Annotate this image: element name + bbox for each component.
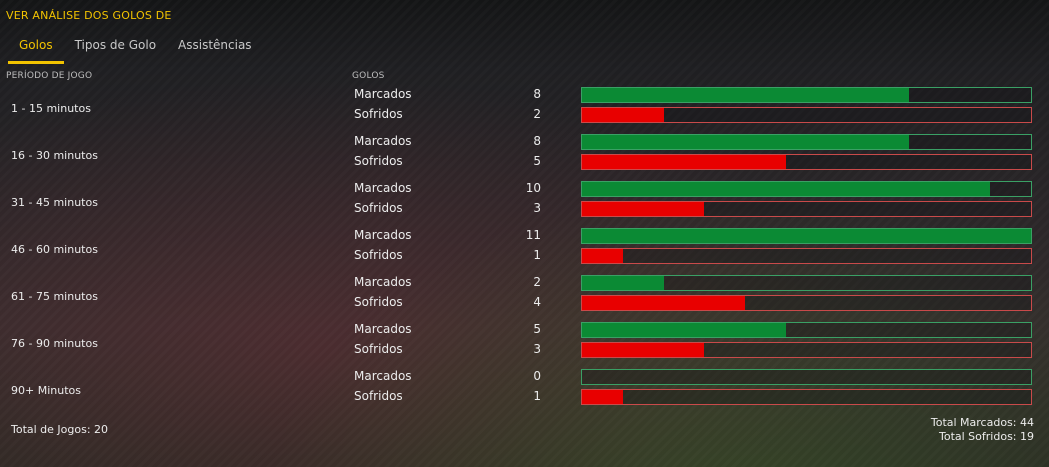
scored-value: 0	[533, 369, 541, 383]
conceded-bar	[582, 296, 745, 310]
scored-label: Marcados	[354, 181, 412, 195]
scored-bar	[582, 323, 786, 337]
period-label: 46 - 60 minutos	[11, 243, 98, 256]
tab-golos[interactable]: Golos	[8, 38, 64, 64]
scored-bar	[582, 229, 1031, 243]
conceded-value: 5	[533, 154, 541, 168]
scored-value: 8	[533, 87, 541, 101]
conceded-bar-track	[581, 201, 1032, 217]
conceded-label: Sofridos	[354, 154, 403, 168]
conceded-bar	[582, 202, 704, 216]
conceded-value: 3	[533, 342, 541, 356]
conceded-label: Sofridos	[354, 342, 403, 356]
conceded-bar-track	[581, 248, 1032, 264]
period-label: 1 - 15 minutos	[11, 102, 91, 115]
scored-bar-track	[581, 87, 1032, 103]
conceded-value: 4	[533, 295, 541, 309]
conceded-label: Sofridos	[354, 295, 403, 309]
scored-label: Marcados	[354, 87, 412, 101]
page-title: VER ANÁLISE DOS GOLOS DE	[6, 9, 172, 22]
period-label: 61 - 75 minutos	[11, 290, 98, 303]
conceded-bar	[582, 155, 786, 169]
conceded-value: 3	[533, 201, 541, 215]
conceded-label: Sofridos	[354, 107, 403, 121]
period-label: 16 - 30 minutos	[11, 149, 98, 162]
scored-label: Marcados	[354, 134, 412, 148]
totals-summary: Total Marcados: 44 Total Sofridos: 19	[931, 416, 1034, 444]
scored-bar-track	[581, 228, 1032, 244]
period-label: 31 - 45 minutos	[11, 196, 98, 209]
conceded-label: Sofridos	[354, 248, 403, 262]
scored-value: 2	[533, 275, 541, 289]
conceded-bar	[582, 249, 623, 263]
conceded-bar-track	[581, 389, 1032, 405]
scored-label: Marcados	[354, 228, 412, 242]
total-games: Total de Jogos: 20	[11, 423, 109, 436]
scored-bar-track	[581, 275, 1032, 291]
scored-label: Marcados	[354, 322, 412, 336]
conceded-label: Sofridos	[354, 389, 403, 403]
tab-bar: Golos Tipos de Golo Assistências	[8, 38, 263, 64]
total-conceded: Total Sofridos: 19	[939, 430, 1034, 443]
conceded-value: 1	[533, 248, 541, 262]
conceded-bar	[582, 343, 704, 357]
scored-bar-track	[581, 322, 1032, 338]
scored-bar	[582, 276, 664, 290]
conceded-bar-track	[581, 154, 1032, 170]
scored-label: Marcados	[354, 275, 412, 289]
conceded-bar-track	[581, 342, 1032, 358]
scored-value: 5	[533, 322, 541, 336]
conceded-bar	[582, 390, 623, 404]
conceded-value: 1	[533, 389, 541, 403]
conceded-bar-track	[581, 107, 1032, 123]
period-label: 90+ Minutos	[11, 384, 81, 397]
scored-bar-track	[581, 134, 1032, 150]
goals-column-header: GOLOS	[352, 71, 385, 81]
conceded-value: 2	[533, 107, 541, 121]
scored-bar-track	[581, 181, 1032, 197]
scored-value: 10	[525, 181, 541, 195]
total-scored: Total Marcados: 44	[930, 416, 1034, 429]
period-column-header: PERÍODO DE JOGO	[6, 71, 93, 81]
tab-assistencias[interactable]: Assistências	[178, 38, 252, 52]
scored-bar	[582, 135, 909, 149]
conceded-bar	[582, 108, 664, 122]
scored-label: Marcados	[354, 369, 412, 383]
tab-tipos-de-golo[interactable]: Tipos de Golo	[74, 38, 157, 52]
scored-value: 8	[533, 134, 541, 148]
scored-value: 11	[525, 228, 541, 242]
conceded-label: Sofridos	[354, 201, 403, 215]
scored-bar	[582, 182, 990, 196]
period-label: 76 - 90 minutos	[11, 337, 98, 350]
scored-bar	[582, 88, 909, 102]
conceded-bar-track	[581, 295, 1032, 311]
scored-bar-track	[581, 369, 1032, 385]
